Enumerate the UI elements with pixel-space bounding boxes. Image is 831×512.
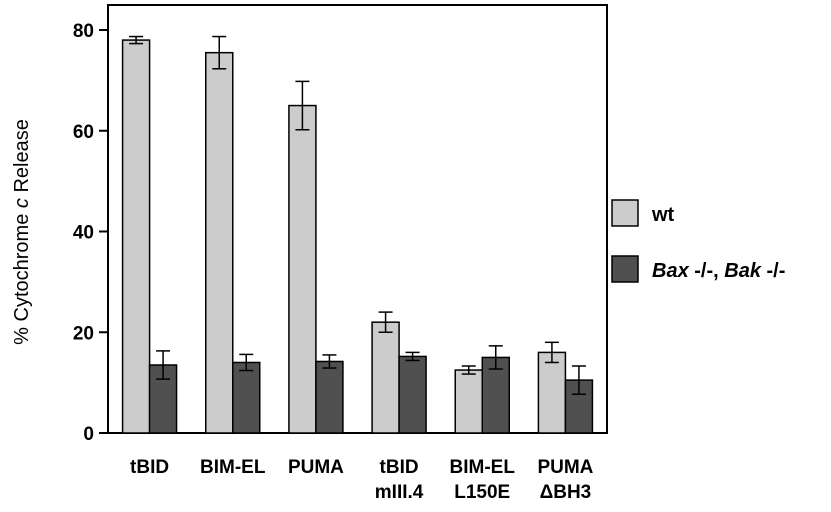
- legend-label-dash-2: -/-: [761, 260, 785, 282]
- category-label: mIII.4: [375, 482, 424, 503]
- y-tick-label: 40: [73, 223, 94, 244]
- legend-label-bax: Bax: [652, 260, 690, 282]
- y-tick-label: 60: [73, 122, 94, 143]
- y-tick-label: 20: [73, 323, 94, 344]
- legend-label-bax-bak: Bax -/-, Bak -/-: [652, 260, 785, 282]
- legend: wt Bax -/-, Bak -/-: [611, 199, 785, 283]
- legend-swatch-bax-bak: [611, 255, 639, 283]
- y-axis-label-part-3: Release: [11, 119, 33, 198]
- y-axis-label-part-1: % Cytochrome: [11, 208, 33, 345]
- bar-bax-bak: [148, 364, 178, 434]
- category-labels: tBID BIM-EL PUMA tBID mIII.4 BIM-EL L150E PUMA Δ…: [130, 457, 594, 503]
- category-label: tBID: [130, 457, 169, 478]
- bar-bax-bak: [232, 361, 261, 434]
- category-label: PUMA: [288, 457, 344, 478]
- y-tick-label: 0: [83, 424, 94, 445]
- y-tick-label: 80: [73, 21, 94, 42]
- category-label: ΔBH3: [540, 482, 592, 503]
- axes-layer: % Cytochrome c Release: [11, 4, 608, 434]
- y-ticks: 0 20 40 60 80: [73, 21, 108, 445]
- legend-label-wt: wt: [651, 204, 675, 226]
- category-label: tBID: [380, 457, 419, 478]
- category-label: BIM-EL: [200, 457, 266, 478]
- bar-wt: [537, 351, 567, 434]
- category-label: BIM-EL: [450, 457, 516, 478]
- legend-swatch-wt: [611, 199, 639, 227]
- bar-bax-bak: [398, 355, 427, 434]
- bar-wt: [121, 39, 151, 434]
- legend-label-dash-1: -/-,: [689, 260, 725, 282]
- plot-frame: [107, 4, 608, 434]
- bar-bax-bak: [315, 360, 344, 434]
- category-label: PUMA: [537, 457, 593, 478]
- bar-wt: [454, 369, 483, 434]
- category-label: L150E: [454, 482, 510, 503]
- bar-wt: [205, 51, 234, 434]
- bar-wt: [288, 104, 317, 434]
- y-axis-label-italic-c: c: [11, 198, 33, 208]
- legend-label-bak: Bak: [724, 260, 762, 282]
- y-axis-label: % Cytochrome c Release: [11, 119, 33, 345]
- bars-layer: [121, 35, 594, 434]
- bar-wt: [371, 321, 400, 434]
